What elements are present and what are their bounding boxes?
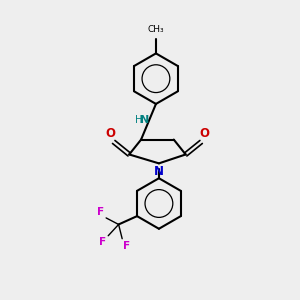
Text: F: F [99, 237, 106, 247]
Text: O: O [105, 127, 115, 140]
Text: CH₃: CH₃ [148, 25, 164, 34]
Text: N: N [154, 165, 164, 178]
Text: F: F [97, 207, 104, 217]
Text: F: F [123, 241, 130, 250]
Text: N: N [140, 115, 150, 125]
Text: H: H [135, 115, 143, 125]
Text: O: O [200, 127, 210, 140]
